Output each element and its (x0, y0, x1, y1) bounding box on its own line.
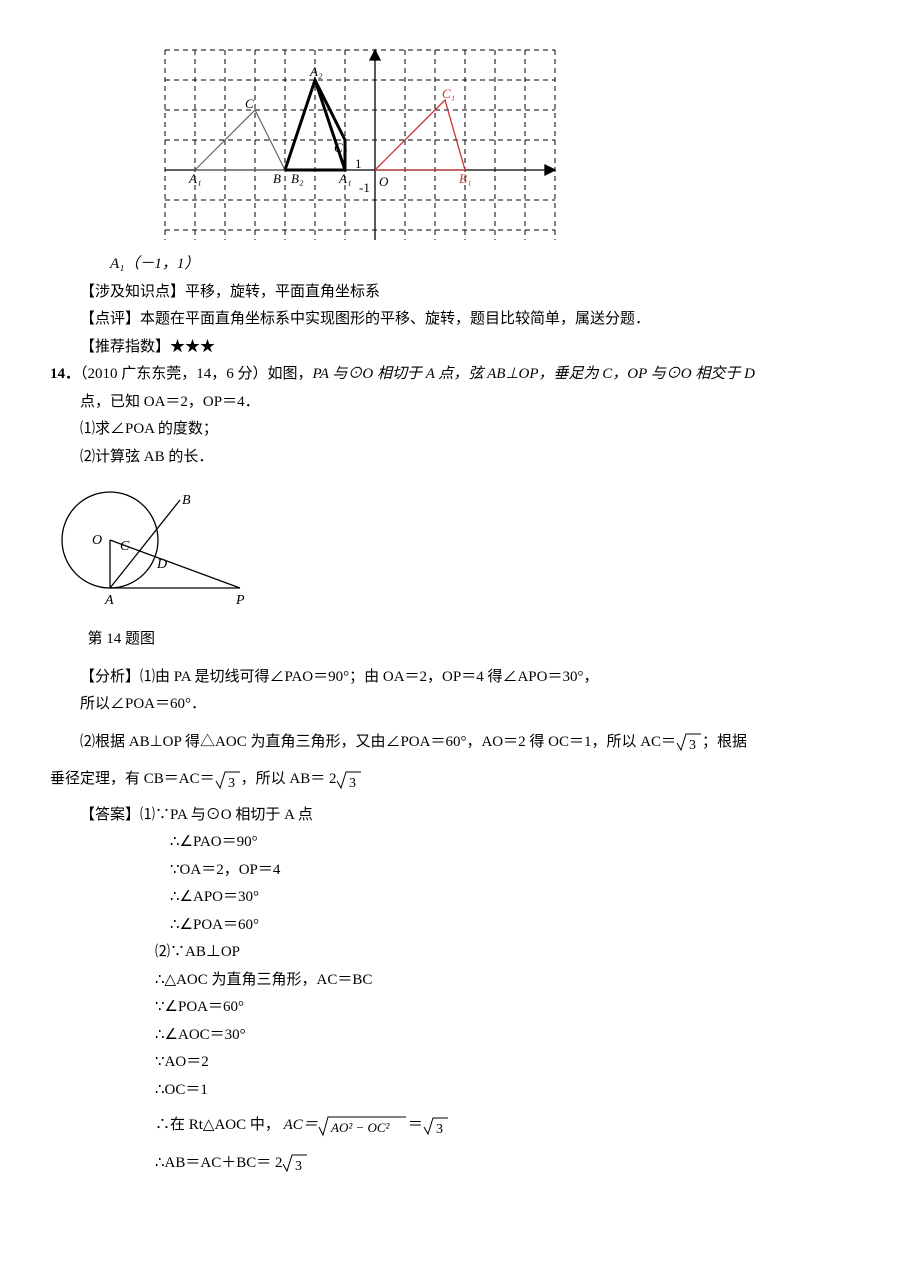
q14-stem-1: 14．（2010 广东东莞，14，6 分）如图，PA 与⊙O 相切于 A 点，弦… (50, 362, 870, 388)
analysis-2: 所以∠POA＝60°． (80, 692, 870, 718)
grid-svg: A₂ C C₂ A₁ B B₂ A₁ C₁ B₁ 1 -1 O (155, 40, 565, 250)
answer-2-1: ⑵∵AB⊥OP (155, 940, 870, 966)
answer-2-8: ∴AB＝AC＋BC＝ 23 (155, 1151, 870, 1177)
answer-2-4: ∴∠AOC＝30° (155, 1023, 870, 1049)
analysis-4: 垂径定理，有 CB＝AC＝3，所以 AB＝ 23 (50, 767, 870, 793)
svg-text:3: 3 (228, 776, 235, 790)
analysis-1: 【分析】⑴由 PA 是切线可得∠PAO＝90°；由 OA＝2，OP＝4 得∠AP… (80, 665, 870, 691)
answer-1-2: ∴∠PAO＝90° (170, 830, 870, 856)
answer-2-2: ∴△AOC 为直角三角形，AC＝BC (155, 968, 870, 994)
answer-1-4: ∴∠APO＝30° (170, 885, 870, 911)
lbl-B: B (182, 493, 191, 508)
grid-figure: A₂ C C₂ A₁ B B₂ A₁ C₁ B₁ 1 -1 O (155, 40, 870, 250)
lbl-A: A (104, 593, 114, 608)
svg-text:AO² − OC²: AO² − OC² (330, 1120, 391, 1135)
lbl-C: C (245, 96, 254, 111)
answer-2-3: ∵∠POA＝60° (155, 995, 870, 1021)
svg-text:3: 3 (689, 738, 696, 752)
lbl-C2: C₂ (334, 140, 348, 155)
lbl-C1: C₁ (442, 86, 455, 101)
lbl-A1g: A₁ (188, 171, 201, 186)
circle-figure: O A B C D P (50, 480, 870, 625)
lbl-B1: B₁ (459, 171, 471, 186)
lbl-B: B (273, 171, 281, 186)
answer-1-1: 【答案】⑴∵PA 与⊙O 相切于 A 点 (80, 803, 870, 829)
recommend: 【推荐指数】★★★ (80, 335, 870, 361)
answer-2-6: ∴OC＝1 (155, 1078, 870, 1104)
lbl-Cc: C (120, 539, 130, 554)
answer-1-3: ∵OA＝2，OP＝4 (170, 858, 870, 884)
lbl-A2: A₂ (309, 64, 323, 79)
comment: 【点评】本题在平面直角坐标系中实现图形的平移、旋转，题目比较简单，属送分题． (80, 307, 870, 333)
answer-1-5: ∴∠POA＝60° (170, 913, 870, 939)
svg-text:3: 3 (349, 776, 356, 790)
answer-2-7: ∴在 Rt△AOC 中， AC＝AO² − OC²＝3 (155, 1113, 870, 1139)
a1-coord: A₁（－1，1） (110, 252, 870, 278)
fig14-caption: 第 14 题图 (88, 627, 871, 653)
lbl-B2: B₂ (291, 171, 304, 186)
q14-sub1: ⑴求∠POA 的度数； (80, 417, 870, 443)
knowledge-pts: 【涉及知识点】平移，旋转，平面直角坐标系 (80, 280, 870, 306)
lbl-O: O (92, 533, 102, 548)
lbl-P: P (235, 593, 245, 608)
circle-svg: O A B C D P (50, 480, 260, 625)
svg-text:-1: -1 (359, 180, 370, 195)
analysis-3: ⑵根据 AB⊥OP 得△AOC 为直角三角形，又由∠POA＝60°，AO＝2 得… (80, 730, 870, 756)
lbl-O: O (379, 174, 389, 189)
q14-stem-2: 点，已知 OA＝2，OP＝4． (80, 390, 870, 416)
svg-text:3: 3 (295, 1159, 302, 1173)
svg-text:3: 3 (436, 1122, 443, 1136)
lbl-A1: A₁ (338, 171, 351, 186)
svg-text:1: 1 (355, 156, 362, 171)
lbl-D: D (156, 557, 167, 572)
q14-sub2: ⑵计算弦 AB 的长． (80, 445, 870, 471)
answer-2-5: ∵AO＝2 (155, 1050, 870, 1076)
